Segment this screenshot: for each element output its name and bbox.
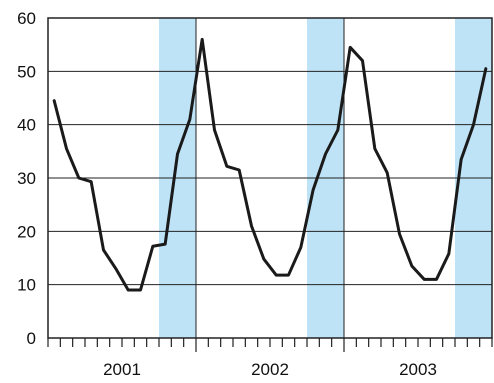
series-line xyxy=(52,37,488,292)
y-tick-label: 20 xyxy=(17,222,36,241)
y-tick-label: 40 xyxy=(17,116,36,135)
y-axis: 0 10 20 30 40 50 60 xyxy=(17,9,36,348)
x-tick-label-2002: 2002 xyxy=(251,360,289,379)
x-axis: 2001 2002 2003 xyxy=(47,338,493,379)
x-tick-label-2003: 2003 xyxy=(399,360,437,379)
y-tick-label: 30 xyxy=(17,169,36,188)
y-tick-label: 10 xyxy=(17,276,36,295)
y-tick-label: 60 xyxy=(17,9,36,28)
y-tick-label: 50 xyxy=(17,62,36,81)
y-tick-label: 0 xyxy=(27,329,36,348)
x-tick-label-2001: 2001 xyxy=(103,360,141,379)
gridlines xyxy=(48,70,492,286)
